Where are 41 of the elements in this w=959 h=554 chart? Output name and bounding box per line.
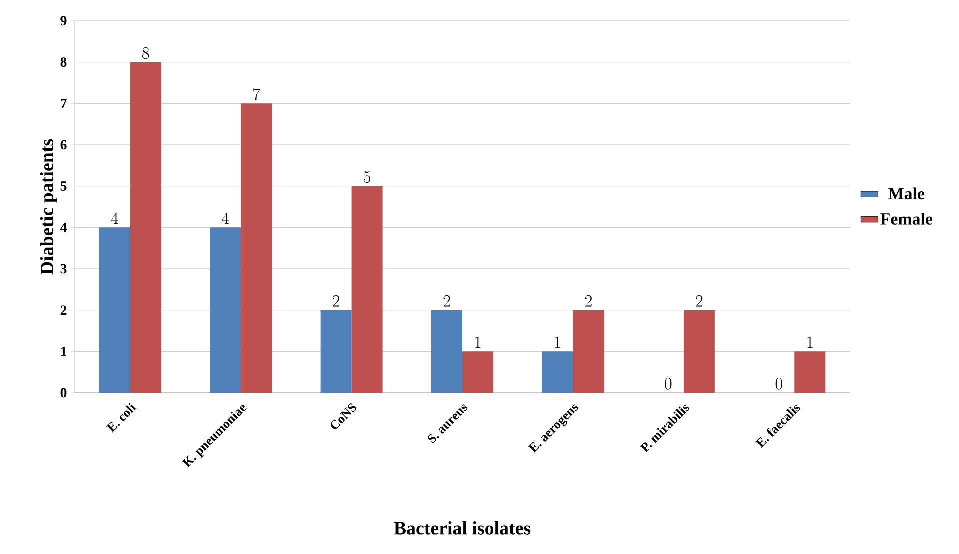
- y-tick-label: 9: [60, 16, 67, 26]
- data-label: 2: [585, 295, 592, 307]
- y-tick-label: 1: [61, 347, 67, 356]
- data-label: 4: [111, 212, 118, 224]
- y-tick-label: 0: [60, 388, 67, 398]
- legend-label: Male: [888, 188, 925, 200]
- bar: [794, 352, 826, 393]
- data-label: 2: [696, 295, 703, 307]
- y-axis-title: Diabetic patients: [40, 139, 58, 275]
- y-tick-label: 5: [60, 182, 67, 191]
- data-label: 8: [142, 47, 150, 60]
- y-tick-label: 3: [60, 264, 67, 274]
- bar: [542, 352, 574, 393]
- data-label: 0: [776, 378, 782, 390]
- legend-label: Female: [880, 212, 933, 225]
- bar: [210, 228, 242, 393]
- x-tick-label: E. coli: [106, 403, 137, 433]
- data-label: 1: [555, 336, 560, 348]
- y-tick-label: 6: [60, 140, 67, 150]
- data-label: 1: [808, 336, 813, 348]
- y-tick-label: 8: [60, 58, 67, 68]
- bar: [462, 352, 494, 393]
- data-label: 4: [222, 212, 230, 224]
- bar: [352, 186, 383, 393]
- x-axis-title: Bacterial isolates: [394, 522, 531, 535]
- bar: [320, 310, 352, 393]
- y-tick-label: 2: [60, 306, 67, 315]
- data-label: 2: [333, 295, 340, 307]
- bar: [130, 62, 162, 393]
- data-label: 0: [665, 378, 672, 390]
- bar: [573, 310, 604, 393]
- bar: [99, 228, 130, 393]
- data-label: 1: [476, 336, 481, 348]
- bar: [684, 310, 715, 393]
- data-label: 2: [444, 295, 450, 307]
- bar: [432, 310, 463, 393]
- data-label: 5: [364, 171, 371, 184]
- y-tick-label: 4: [60, 223, 67, 232]
- y-tick-label: 7: [61, 99, 67, 108]
- data-label: 7: [253, 88, 260, 100]
- bar: [241, 104, 272, 393]
